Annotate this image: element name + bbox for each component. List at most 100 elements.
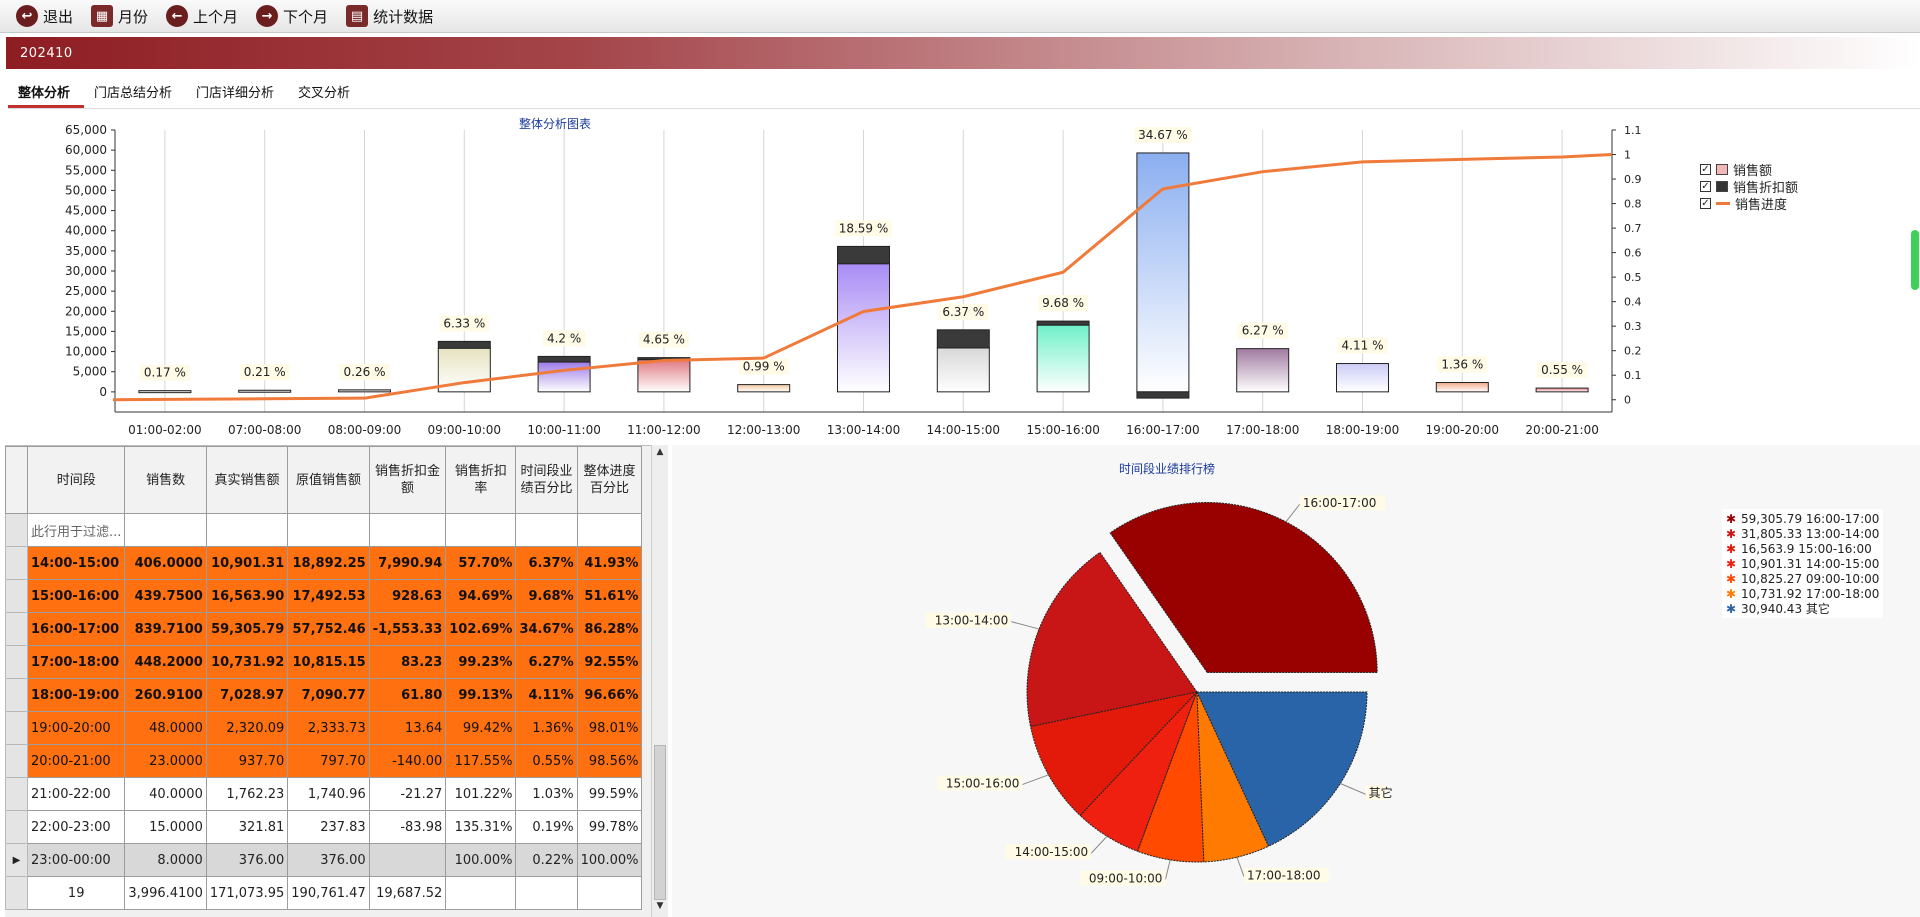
grid-cell[interactable]: 18:00-19:00 (26, 678, 126, 712)
grid-cell[interactable]: 16,563.90 (205, 579, 289, 613)
grid-cell[interactable]: 10,901.31 (205, 546, 289, 580)
grid-cell[interactable]: 260.9100 (124, 678, 207, 712)
table-row[interactable]: 15:00-16:00 439.7500 16,563.90 17,492.53 928… (5, 579, 643, 613)
grid-cell[interactable]: 92.55% (576, 645, 643, 679)
tab-store-summary[interactable]: 门店总结分析 (94, 86, 173, 101)
col-header[interactable]: 时间段 (26, 446, 126, 514)
grid-cell[interactable]: 99.23% (445, 645, 517, 679)
grid-cell[interactable]: 321.81 (205, 810, 289, 844)
table-row[interactable]: 18:00-19:00 260.9100 7,028.97 7,090.77 61.80… (5, 678, 643, 712)
row-indicator[interactable] (5, 612, 28, 646)
grid-cell[interactable]: 17,492.53 (287, 579, 370, 613)
grid-cell[interactable]: 6.27% (515, 645, 578, 679)
filter-cell[interactable] (287, 513, 370, 547)
scroll-up-icon[interactable]: ▲ (656, 447, 664, 457)
grid-cell[interactable]: 0.22% (515, 843, 578, 877)
grid-cell[interactable]: 94.69% (445, 579, 517, 613)
grid-cell[interactable]: 57.70% (445, 546, 517, 580)
grid-cell[interactable]: 41.93% (576, 546, 643, 580)
grid-cell[interactable]: 135.31% (445, 810, 517, 844)
grid-cell[interactable]: 376.00 (205, 843, 289, 877)
grid-cell[interactable]: 406.0000 (124, 546, 207, 580)
row-indicator[interactable] (5, 513, 28, 547)
filter-cell[interactable]: 此行用于过滤... (26, 513, 126, 547)
scroll-down-icon[interactable]: ▼ (656, 901, 664, 911)
grid-cell[interactable]: 40.0000 (124, 777, 207, 811)
tab-store-detail[interactable]: 门店详细分析 (196, 86, 275, 101)
table-row[interactable]: ▶ 23:00-00:00 8.0000 376.00 376.00 100.00% 0.2… (5, 843, 643, 877)
grid-cell[interactable]: 102.69% (445, 612, 517, 646)
grid-cell[interactable]: 15.0000 (124, 810, 207, 844)
checkbox-icon[interactable]: ✓ (1700, 198, 1711, 209)
grid-cell[interactable]: 61.80 (368, 678, 447, 712)
row-indicator[interactable] (5, 645, 28, 679)
grid-cell[interactable]: 237.83 (287, 810, 370, 844)
grid-cell[interactable]: 34.67% (515, 612, 578, 646)
grid-cell[interactable]: -140.00 (368, 744, 447, 778)
grid-cell[interactable]: 99.78% (576, 810, 643, 844)
grid-cell[interactable]: 57,752.46 (287, 612, 370, 646)
grid-cell[interactable]: 6.37% (515, 546, 578, 580)
grid-cell[interactable]: 2,333.73 (287, 711, 370, 745)
table-row[interactable]: 17:00-18:00 448.2000 10,731.92 10,815.15 83.… (5, 645, 643, 679)
grid-cell[interactable]: 0.55% (515, 744, 578, 778)
filter-cell[interactable] (124, 513, 207, 547)
grid-cell[interactable]: 10,815.15 (287, 645, 370, 679)
legend-item-progress[interactable]: ✓ 销售进度 (1700, 195, 1798, 213)
grid-cell[interactable] (368, 843, 447, 877)
grid-cell[interactable]: 937.70 (205, 744, 289, 778)
grid-cell[interactable]: 51.61% (576, 579, 643, 613)
grid-cell[interactable]: 4.11% (515, 678, 578, 712)
grid-cell[interactable]: 839.7100 (124, 612, 207, 646)
filter-cell[interactable] (515, 513, 578, 547)
row-indicator[interactable] (5, 810, 28, 844)
grid-cell[interactable]: 98.01% (576, 711, 643, 745)
col-header[interactable]: 销售数 (124, 446, 207, 514)
legend-item-sales[interactable]: ✓ 销售额 (1700, 161, 1798, 179)
grid-cell[interactable]: 99.13% (445, 678, 517, 712)
grid-cell[interactable]: 7,990.94 (368, 546, 447, 580)
col-header[interactable]: 销售折扣率 (445, 446, 517, 514)
grid-cell[interactable]: 9.68% (515, 579, 578, 613)
grid-cell[interactable]: 1,740.96 (287, 777, 370, 811)
grid-cell[interactable]: 7,090.77 (287, 678, 370, 712)
grid-cell[interactable]: 48.0000 (124, 711, 207, 745)
legend-item-discount[interactable]: ✓ 销售折扣额 (1700, 178, 1798, 196)
filter-cell[interactable] (445, 513, 517, 547)
col-header[interactable]: 时间段业绩百分比 (515, 446, 578, 514)
grid-cell[interactable]: 10,731.92 (205, 645, 289, 679)
grid-cell[interactable]: 99.59% (576, 777, 643, 811)
grid-cell[interactable]: 16:00-17:00 (26, 612, 126, 646)
grid-cell[interactable]: 2,320.09 (205, 711, 289, 745)
grid-cell[interactable]: 23.0000 (124, 744, 207, 778)
table-row[interactable]: 14:00-15:00 406.0000 10,901.31 18,892.25 7,9… (5, 546, 643, 580)
statistics-button[interactable]: ▤ 统计数据 (346, 5, 433, 27)
month-button[interactable]: ▦ 月份 (91, 5, 148, 27)
grid-cell[interactable]: 101.22% (445, 777, 517, 811)
grid-cell[interactable]: 15:00-16:00 (26, 579, 126, 613)
row-indicator[interactable] (5, 678, 28, 712)
grid-cell[interactable]: 448.2000 (124, 645, 207, 679)
grid-scrollbar[interactable]: ▲ ▼ (651, 445, 668, 917)
grid-cell[interactable]: 22:00-23:00 (26, 810, 126, 844)
grid-cell[interactable]: 0.19% (515, 810, 578, 844)
scroll-thumb[interactable] (654, 745, 666, 900)
filter-cell[interactable] (576, 513, 643, 547)
row-indicator[interactable] (5, 711, 28, 745)
grid-cell[interactable]: 1.36% (515, 711, 578, 745)
grid-cell[interactable]: 13.64 (368, 711, 447, 745)
prev-month-button[interactable]: ← 上个月 (166, 5, 238, 27)
grid-cell[interactable]: 100.00% (445, 843, 517, 877)
col-header[interactable]: 原值销售额 (287, 446, 370, 514)
col-header[interactable]: 整体进度百分比 (576, 446, 643, 514)
grid-cell[interactable]: 8.0000 (124, 843, 207, 877)
grid-cell[interactable]: -83.98 (368, 810, 447, 844)
row-indicator[interactable] (5, 546, 28, 580)
row-indicator[interactable] (5, 579, 28, 613)
checkbox-icon[interactable]: ✓ (1700, 181, 1711, 192)
next-month-button[interactable]: → 下个月 (256, 5, 328, 27)
grid-cell[interactable]: 83.23 (368, 645, 447, 679)
grid-cell[interactable]: 100.00% (576, 843, 643, 877)
grid-cell[interactable]: 7,028.97 (205, 678, 289, 712)
tab-cross[interactable]: 交叉分析 (298, 86, 351, 101)
